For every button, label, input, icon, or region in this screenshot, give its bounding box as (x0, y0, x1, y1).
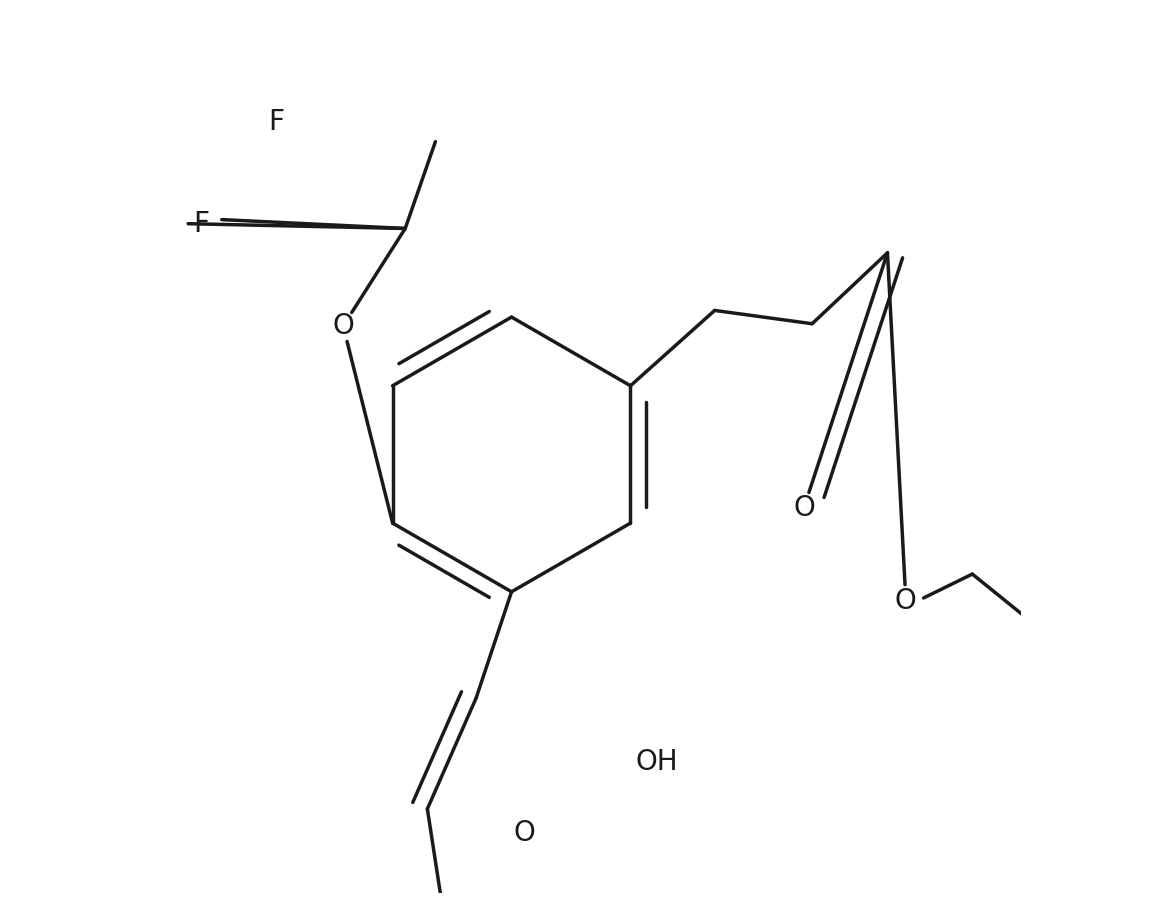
Text: O: O (332, 312, 354, 340)
Text: O: O (895, 587, 917, 615)
Text: O: O (793, 493, 815, 522)
Text: OH: OH (636, 748, 679, 776)
Text: O: O (514, 819, 535, 847)
Text: F: F (268, 108, 284, 136)
Text: F: F (193, 210, 209, 238)
